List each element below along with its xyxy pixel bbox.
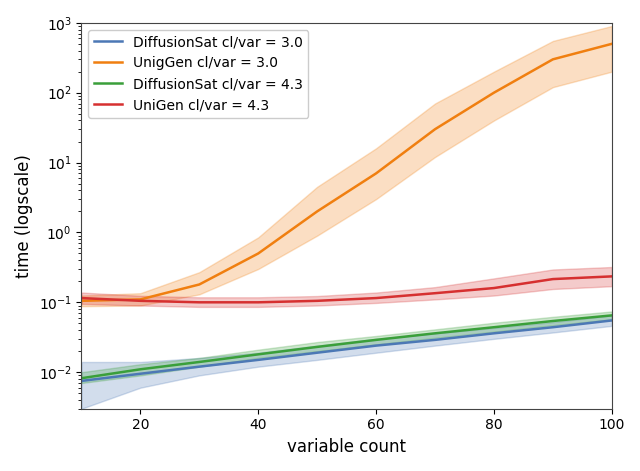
Legend: DiffusionSat cl/var = 3.0, UnigGen cl/var = 3.0, DiffusionSat cl/var = 4.3, UniG: DiffusionSat cl/var = 3.0, UnigGen cl/va… <box>88 30 308 118</box>
DiffusionSat cl/var = 4.3 <box>431 331 439 336</box>
UnigGen cl/var = 3.0 <box>372 171 380 176</box>
DiffusionSat cl/var = 3.0 <box>490 331 498 336</box>
DiffusionSat cl/var = 4.3 <box>314 344 321 350</box>
X-axis label: variable count: variable count <box>287 438 406 456</box>
DiffusionSat cl/var = 3.0 <box>136 371 144 377</box>
UniGen cl/var = 4.3 <box>136 298 144 304</box>
UniGen cl/var = 4.3 <box>77 295 85 301</box>
UnigGen cl/var = 3.0 <box>195 282 203 287</box>
UnigGen cl/var = 3.0 <box>431 126 439 132</box>
DiffusionSat cl/var = 3.0 <box>314 350 321 356</box>
DiffusionSat cl/var = 4.3 <box>608 313 616 318</box>
UnigGen cl/var = 3.0 <box>255 251 262 256</box>
Line: DiffusionSat cl/var = 4.3: DiffusionSat cl/var = 4.3 <box>81 316 612 378</box>
Line: UniGen cl/var = 4.3: UniGen cl/var = 4.3 <box>81 276 612 302</box>
DiffusionSat cl/var = 4.3 <box>490 325 498 330</box>
Line: UnigGen cl/var = 3.0: UnigGen cl/var = 3.0 <box>81 44 612 301</box>
UniGen cl/var = 4.3 <box>431 291 439 296</box>
DiffusionSat cl/var = 4.3 <box>136 366 144 372</box>
UniGen cl/var = 4.3 <box>549 276 557 282</box>
UnigGen cl/var = 3.0 <box>608 41 616 47</box>
DiffusionSat cl/var = 3.0 <box>195 364 203 369</box>
UniGen cl/var = 4.3 <box>195 300 203 305</box>
UniGen cl/var = 4.3 <box>490 285 498 291</box>
DiffusionSat cl/var = 4.3 <box>549 318 557 324</box>
DiffusionSat cl/var = 4.3 <box>255 351 262 357</box>
UnigGen cl/var = 3.0 <box>314 209 321 214</box>
DiffusionSat cl/var = 4.3 <box>372 337 380 343</box>
UniGen cl/var = 4.3 <box>314 298 321 304</box>
DiffusionSat cl/var = 4.3 <box>195 359 203 365</box>
UnigGen cl/var = 3.0 <box>136 297 144 302</box>
DiffusionSat cl/var = 3.0 <box>431 337 439 343</box>
DiffusionSat cl/var = 4.3 <box>77 375 85 381</box>
DiffusionSat cl/var = 3.0 <box>255 357 262 363</box>
UnigGen cl/var = 3.0 <box>77 298 85 304</box>
DiffusionSat cl/var = 3.0 <box>77 378 85 384</box>
Y-axis label: time (logscale): time (logscale) <box>15 154 33 278</box>
UniGen cl/var = 4.3 <box>608 274 616 279</box>
UniGen cl/var = 4.3 <box>372 295 380 301</box>
UnigGen cl/var = 3.0 <box>549 57 557 62</box>
Line: DiffusionSat cl/var = 3.0: DiffusionSat cl/var = 3.0 <box>81 320 612 381</box>
DiffusionSat cl/var = 3.0 <box>549 325 557 330</box>
UniGen cl/var = 4.3 <box>255 300 262 305</box>
DiffusionSat cl/var = 3.0 <box>608 317 616 323</box>
DiffusionSat cl/var = 3.0 <box>372 343 380 349</box>
UnigGen cl/var = 3.0 <box>490 90 498 96</box>
